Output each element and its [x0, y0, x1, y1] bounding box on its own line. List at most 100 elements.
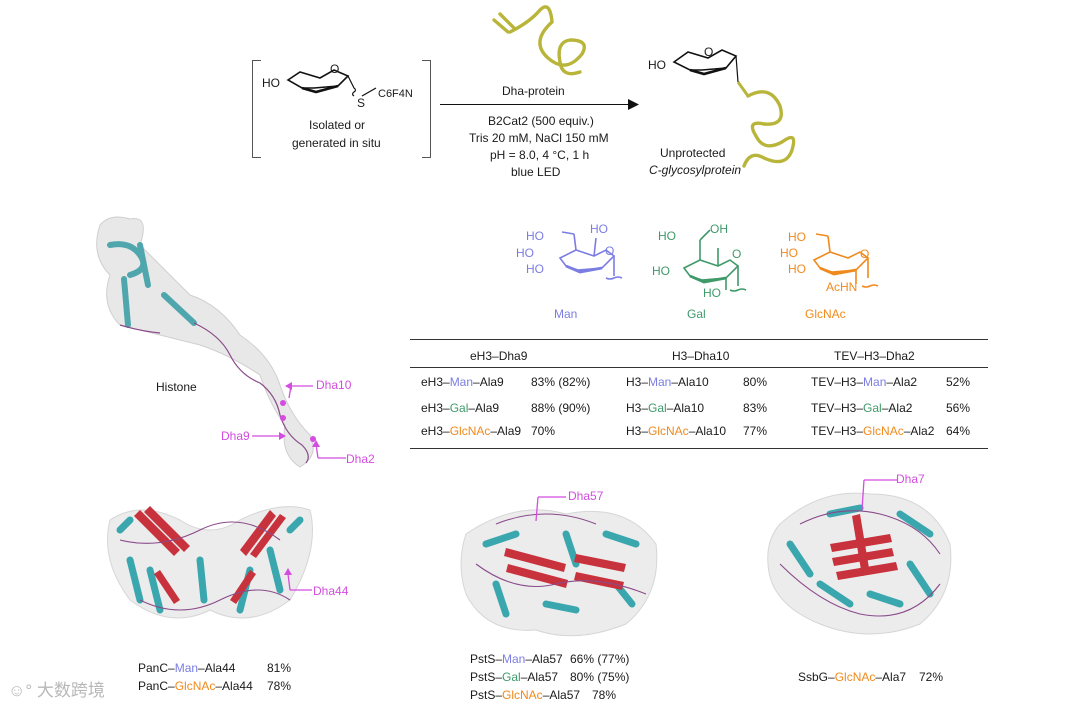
panc-structure	[107, 506, 313, 619]
conjugate-prefix: SsbG–	[798, 670, 835, 684]
reaction-arrowhead	[628, 99, 639, 110]
yield-value: 88% (90%)	[531, 401, 591, 415]
conjugate-suffix: –Ala2	[881, 401, 913, 415]
yield-value: 52%	[946, 375, 971, 389]
conjugate-prefix: H3–	[626, 401, 649, 415]
dha10-label: Dha10	[316, 378, 352, 392]
gal-ho-3: HO	[703, 286, 721, 300]
watermark: ☺° 大数跨境	[8, 676, 105, 701]
yield-entry: H3–Man–Ala10	[626, 375, 709, 389]
conjugate-prefix: H3–	[626, 424, 649, 438]
yield-value: 56%	[946, 401, 971, 415]
reactant-bracket-right	[422, 60, 431, 158]
dha7-label: Dha7	[896, 472, 925, 486]
conjugate-prefix: eH3–	[421, 401, 450, 415]
yield-entry: H3–Gal–Ala10	[626, 401, 704, 415]
yield-value: 80%	[743, 375, 768, 389]
galactose-structure	[682, 229, 747, 292]
glcnac-ho-3: HO	[788, 262, 806, 276]
conjugate-sugar: GlcNAc	[834, 670, 876, 684]
yield-value: 72%	[919, 670, 944, 684]
dha57-arrow	[535, 496, 566, 522]
glcnac-ho-2: HO	[780, 246, 798, 260]
yield-entry: eH3–GlcNAc–Ala9	[421, 424, 521, 438]
conjugate-prefix: PanC–	[138, 679, 175, 693]
conjugate-suffix: –Ala57	[520, 670, 559, 684]
yield-entry: eH3–Man–Ala9	[421, 375, 504, 389]
conjugate-suffix: –Ala44	[215, 679, 253, 693]
dha2-label: Dha2	[346, 452, 375, 466]
conjugate-sugar: GlcNAc	[174, 679, 216, 693]
dha2-arrow	[312, 440, 346, 459]
conjugate-suffix: –Ala57	[542, 688, 581, 702]
reactant-label-2: generated in situ	[292, 136, 381, 150]
conjugate-suffix: –Ala10	[671, 375, 709, 389]
histone-label: Histone	[156, 380, 197, 394]
reactant-ho: HO	[262, 76, 280, 90]
yield-entry: PanC–GlcNAc–Ala44	[138, 679, 253, 693]
conjugate-sugar: GlcNAc	[648, 424, 689, 438]
conjugate-prefix: TEV–H3–	[811, 375, 864, 389]
yield-value: 83% (82%)	[531, 375, 591, 389]
yield-value: 80% (75%)	[570, 670, 630, 684]
condition-3: pH = 8.0, 4 °C, 1 h	[490, 148, 590, 162]
conjugate-prefix: PanC–	[138, 661, 175, 675]
yield-value: 77%	[743, 424, 768, 438]
conjugate-sugar: Man	[174, 661, 199, 675]
ssbg-structure	[767, 492, 952, 635]
yield-value: 64%	[946, 424, 971, 438]
product-ho: HO	[648, 58, 666, 72]
yield-entry: SsbG–GlcNAc–Ala7	[798, 670, 906, 684]
yield-value: 81%	[267, 661, 292, 675]
conjugate-sugar: GlcNAc	[502, 688, 543, 702]
reactant-c6f4n: C6F4N	[378, 88, 413, 100]
conjugate-sugar: Gal	[502, 670, 521, 684]
gal-ring-o: O	[732, 247, 742, 261]
dha7-arrow	[861, 479, 898, 511]
reaction-arrow-line	[440, 104, 632, 105]
table-top-rule	[410, 339, 988, 340]
conjugate-suffix: –Ala9	[473, 375, 504, 389]
product-ring-o: O	[704, 45, 714, 59]
dha57-label: Dha57	[568, 489, 604, 503]
reagent-protein: Dha-protein	[502, 84, 565, 98]
product-structure	[672, 49, 796, 168]
conjugate-suffix: –Ala10	[688, 424, 727, 438]
conjugate-suffix: –Ala2	[903, 424, 935, 438]
conjugate-suffix: –Ala7	[875, 670, 907, 684]
yield-entry: PanC–Man–Ala44	[138, 661, 235, 675]
man-ho-1: HO	[526, 229, 544, 243]
conjugate-sugar: Man	[648, 375, 672, 389]
dha10-arrow	[285, 382, 313, 399]
reactant-ring-o: O	[330, 62, 340, 76]
dha9-label: Dha9	[221, 429, 250, 443]
man-ho-3: HO	[526, 262, 544, 276]
reactant-sugar-structure	[286, 69, 377, 97]
conjugate-sugar: Man	[863, 375, 887, 389]
conjugate-suffix: –Ala44	[198, 661, 236, 675]
conjugate-sugar: Man	[449, 375, 474, 389]
conjugate-prefix: H3–	[626, 375, 649, 389]
man-ho-4: HO	[590, 222, 608, 236]
dha9-arrow	[252, 432, 286, 440]
man-label: Man	[554, 307, 578, 321]
watermark-icon: ☺°	[8, 681, 33, 700]
conjugate-prefix: PstS–	[470, 652, 503, 666]
conjugate-suffix: –Ala10	[666, 401, 705, 415]
yield-value: 78%	[267, 679, 292, 693]
yield-entry: PstS–GlcNAc–Ala57	[470, 688, 580, 702]
yield-entry: TEV–H3–Man–Ala2	[811, 375, 917, 389]
conjugate-suffix: –Ala9	[468, 401, 500, 415]
gal-label: Gal	[687, 307, 706, 321]
watermark-text: 大数跨境	[36, 681, 105, 700]
glcnac-ho-1: HO	[788, 230, 806, 244]
conjugate-prefix: PstS–	[470, 688, 503, 702]
reactant-bracket-left	[252, 60, 261, 158]
conjugate-sugar: GlcNAc	[449, 424, 491, 438]
conjugate-sugar: Gal	[449, 401, 469, 415]
gal-ho-1: HO	[658, 229, 676, 243]
table-header-2: H3–Dha10	[672, 349, 730, 363]
conjugate-prefix: TEV–H3–	[811, 424, 864, 438]
gal-ho-2: HO	[652, 264, 670, 278]
condition-1: B2Cat2 (500 equiv.)	[488, 114, 594, 128]
